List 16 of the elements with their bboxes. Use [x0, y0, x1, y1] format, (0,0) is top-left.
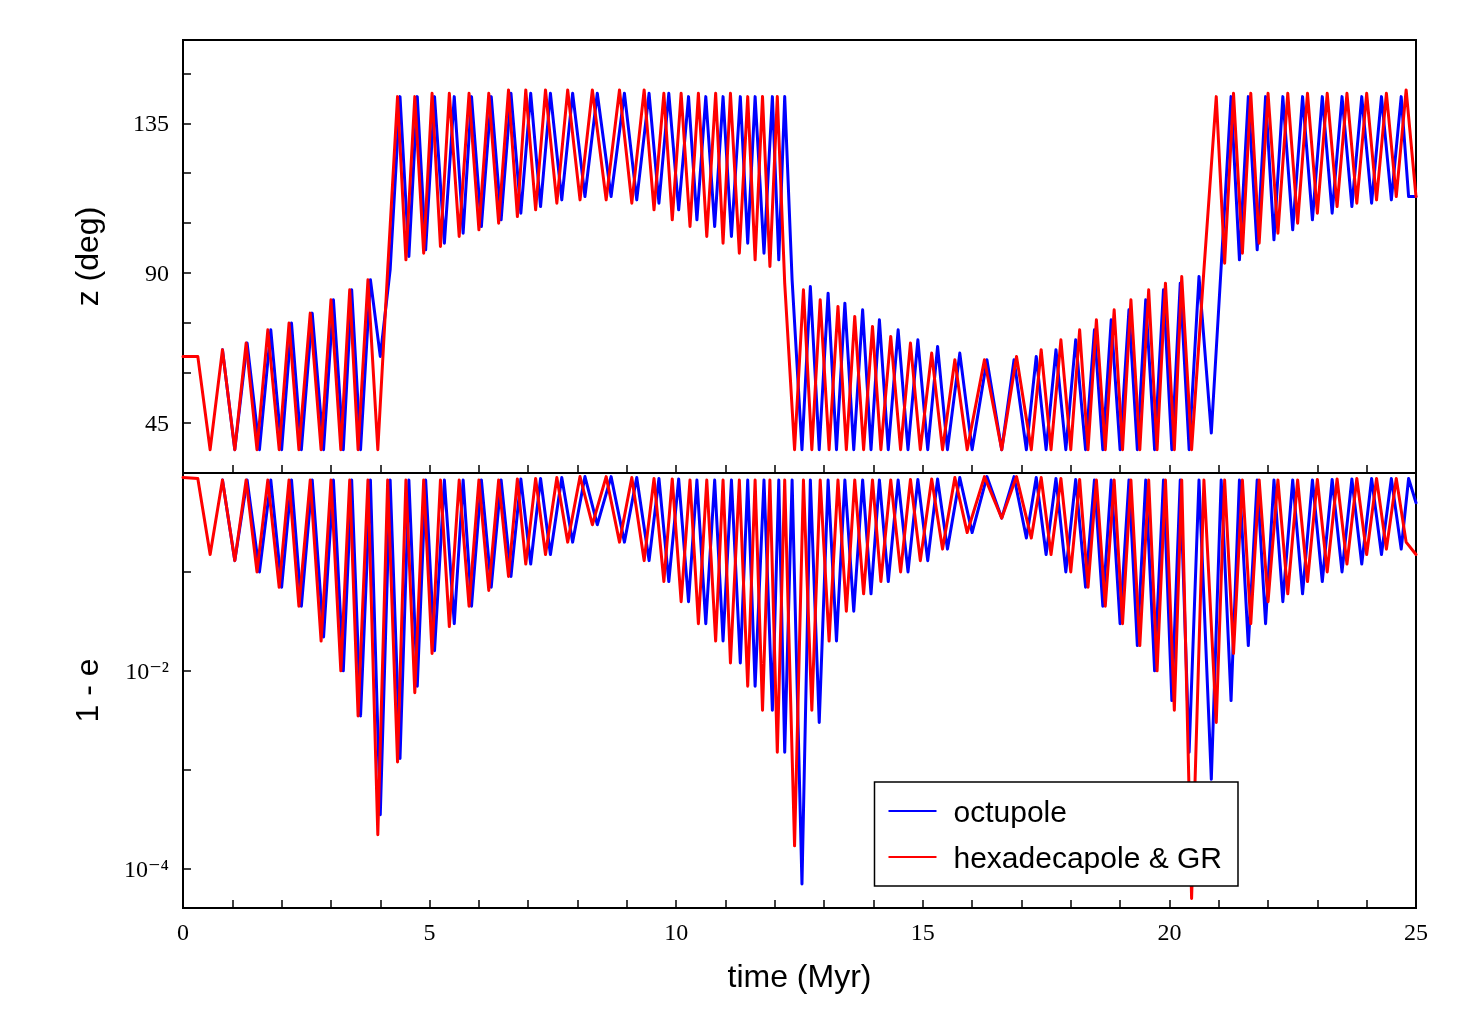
x-tick-label: 20 — [1157, 919, 1182, 945]
x-tick-label: 15 — [910, 919, 935, 945]
y-tick-label: 10⁻⁴ — [123, 855, 169, 882]
y-axis-title: z (deg) — [69, 206, 105, 307]
y-tick-label: 10⁻² — [125, 657, 169, 684]
x-tick-label: 0 — [177, 919, 189, 945]
y-axis-title: 1 - e — [69, 658, 105, 723]
y-tick-label: 45 — [145, 410, 169, 437]
y-tick-label: 90 — [145, 260, 169, 287]
x-tick-label: 10 — [664, 919, 689, 945]
legend-label: hexadecapole & GR — [953, 840, 1223, 874]
x-tick-label: 25 — [1404, 919, 1428, 945]
x-tick-label: 5 — [423, 919, 436, 945]
legend-label: octupole — [953, 794, 1067, 828]
x-axis-title: time (Myr) — [727, 958, 872, 994]
y-tick-label: 135 — [133, 110, 169, 137]
